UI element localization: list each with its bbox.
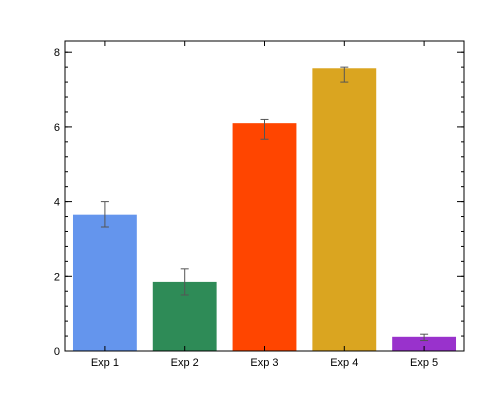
bar-5 [392,336,457,351]
bar-3 [232,123,297,352]
error-bars-group [100,66,429,342]
x-tick-label: Exp 1 [91,357,119,369]
bar-4 [312,68,377,351]
y-tick-label: 6 [54,122,60,134]
x-tick-label: Exp 5 [410,357,438,369]
y-axis: 0 2 4 6 8 [54,47,464,358]
y-tick-label: 0 [54,346,60,358]
x-tick-label: Exp 2 [171,357,199,369]
x-tick-label: Exp 4 [330,357,358,369]
y-tick-label: 4 [54,197,60,209]
bars-group [72,68,457,352]
bar-1 [72,214,137,351]
x-axis: Exp 1 Exp 2 Exp 3 Exp 4 Exp 5 [91,41,438,369]
x-tick-label: Exp 3 [250,357,278,369]
y-tick-label: 8 [54,47,60,59]
y-tick-label: 2 [54,271,60,283]
